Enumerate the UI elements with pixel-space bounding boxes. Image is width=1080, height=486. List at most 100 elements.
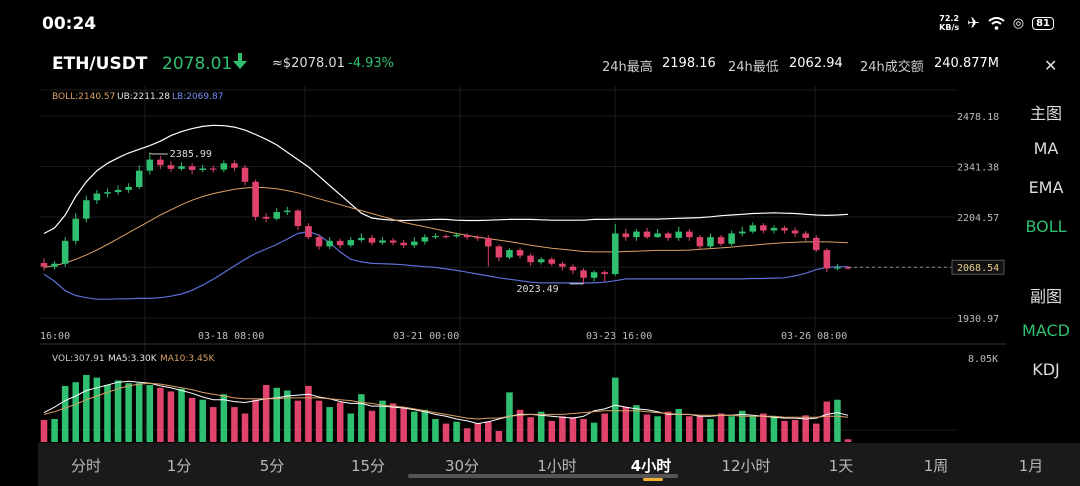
candle [781,226,788,234]
candle [738,226,746,237]
status-icons: 72.2 KB/s ✈ ◎ 81 [939,14,1054,32]
timeframe-tab-0[interactable]: 分时 [70,457,102,475]
volume-bar [368,410,376,442]
volume-bar [611,377,619,442]
candle [537,257,545,265]
last-price-tag [951,259,1005,275]
scroll-indicator [408,474,678,478]
timeframe-tab-6[interactable]: 4小时 [630,457,672,475]
candle [72,213,80,245]
candle-body [474,237,482,239]
candle-body [241,167,249,182]
timeframe-tab-2[interactable]: 5分 [259,457,285,475]
candle [209,165,217,173]
candle [273,208,281,221]
volume-bar [823,401,831,442]
candle [432,233,439,239]
timeframe-tab-7[interactable]: 12小时 [721,457,771,475]
candle-body [188,166,196,170]
candle-body [421,237,429,242]
timeframe-tab-3[interactable]: 15分 [350,457,386,475]
arrow-down-icon [233,53,247,69]
candle-body [506,250,513,258]
close-icon[interactable]: ✕ [1044,56,1058,75]
candle [305,223,312,239]
timeframe-tab-8[interactable]: 1天 [828,457,854,475]
candle [643,227,651,239]
volume-bar [40,419,48,442]
candle-body [178,166,185,169]
candle [664,231,672,241]
indicator-macd[interactable]: MACD [1022,321,1070,340]
vol-ma10-legend: MA10:3.45K [160,354,215,364]
price-axis-label: 1930.97 [957,314,999,325]
vol-axis-label: 8.05K [968,354,998,365]
candle-body [749,225,757,232]
indicator-kdj[interactable]: KDJ [1032,360,1060,379]
candle-body [294,210,302,227]
candle [802,231,809,241]
candle-body [40,262,48,267]
candle-body [305,226,312,238]
volume-bar [358,394,365,442]
candle [294,209,302,230]
candle-body [209,168,217,170]
candle [686,229,693,241]
candle-body [590,272,598,278]
candle-body [379,240,386,243]
volume-bar [622,407,630,442]
candle [696,234,704,249]
price-change: -4.93% [348,56,394,71]
candle-body [717,237,725,244]
candle-body [675,231,683,238]
kline-chart[interactable]: 2478.18 2341.38 2204.57 2068.54 1930.97 8.05K… [0,0,1010,443]
volume-bar [157,387,164,442]
indicator-ema[interactable]: EMA [1028,178,1064,197]
volume-bar [178,388,185,442]
candle-body [844,267,852,269]
indicator-boll[interactable]: BOLL [1025,217,1067,236]
volume-bar [559,416,566,442]
time-axis-label: 03-23 16:00 [586,331,652,342]
candle-body [643,231,651,238]
timeframe-tab-1[interactable]: 1分 [166,457,192,475]
pair-name[interactable]: ETH/USDT [52,54,148,74]
volume-bar [633,405,640,442]
net-speed: 72.2 KB/s [939,14,959,32]
timeframe-tab-5[interactable]: 1小时 [537,457,577,475]
volume-bar [686,416,693,442]
volume-bar [791,419,799,442]
timeframe-tab-4[interactable]: 30分 [444,457,480,475]
price-axis-label: 2068.54 [957,263,999,274]
candle [791,227,799,238]
candle-body [167,165,175,169]
low-annotation: 2023.49 [517,284,559,295]
candle-body [537,259,545,263]
candle [834,263,841,271]
indicator-ma[interactable]: MA [1033,139,1059,158]
volume-bar [51,419,58,442]
timeframe-tab-10[interactable]: 1月 [1018,457,1044,475]
candle-body [559,263,566,267]
volume-bar [410,411,418,442]
candle [61,237,69,267]
volume-bar [400,407,407,442]
candle-body [51,263,58,267]
volume-bar [347,413,355,442]
volume-bar [770,416,778,442]
candle-body [760,225,767,231]
volume-bar [590,422,598,442]
candle-body [284,210,291,213]
candle-body [125,186,132,190]
net-speed-unit: KB/s [939,23,960,32]
volume-bar [463,428,471,442]
volume-bar [61,385,69,442]
timeframe-tab-9[interactable]: 1周 [923,457,949,475]
candle-body [347,240,355,246]
candle [389,237,397,246]
volume-bar [379,400,386,442]
volume-bar [485,421,492,442]
candle-body [664,233,672,238]
candle-body [273,212,281,219]
volume-bar [802,415,809,442]
